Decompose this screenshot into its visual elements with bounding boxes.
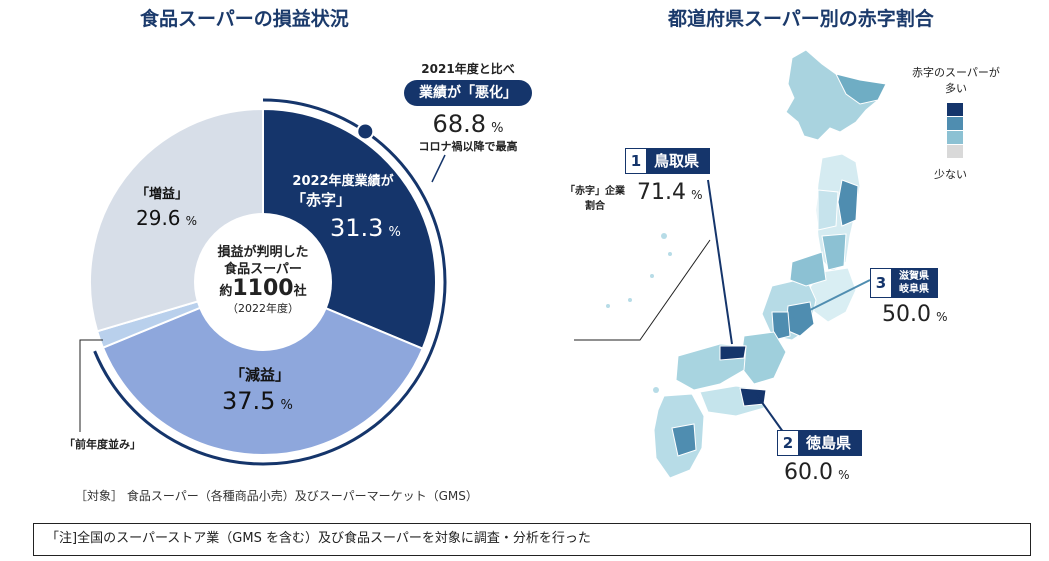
legend-swatch-mid (947, 117, 963, 130)
pie-chart (79, 98, 447, 466)
legend-top: 赤字のスーパーが (912, 66, 1000, 79)
shiga-rank: 3 (871, 269, 891, 297)
tottori-rank: 1 (626, 149, 646, 173)
callout-shiga-gifu: 3 滋賀県 岐阜県 (870, 268, 938, 298)
japan-map (574, 49, 887, 479)
shiga-unit: % (936, 310, 948, 324)
increase-label: 「増益」 (136, 187, 189, 202)
map-island-3 (650, 274, 654, 278)
tokushima-unit: % (838, 468, 850, 482)
map-tottori (719, 345, 747, 361)
footnote-box: 「注]全国のスーパーストア業（GMS を含む）及び食品スーパーを対象に調査・分析… (33, 523, 1031, 556)
flat-leader-line (79, 339, 103, 432)
worsened-arc-dot (356, 122, 375, 141)
tokushima-value: 60.0 (784, 460, 833, 485)
center-unit: 社 (293, 284, 307, 299)
tottori-label: 「赤字」企業 (565, 186, 625, 197)
map-gifu (785, 301, 815, 337)
compare-text: 2021年度と比べ (421, 62, 515, 76)
legend-swatch-high (947, 103, 963, 116)
tokushima-pointer (755, 393, 787, 437)
decrease-label: 「減益」 (230, 366, 291, 384)
callout-tottori: 1 鳥取県 (625, 148, 711, 174)
worsened-unit: % (491, 121, 504, 136)
tokushima-name: 徳島県 (806, 434, 852, 452)
covid-high-text: コロナ禍以降で最高 (418, 140, 518, 153)
map-island-1 (661, 233, 667, 239)
worsened-badge: 業績が「悪化」 (404, 80, 532, 106)
shiga-value: 50.0 (882, 302, 931, 327)
legend-top2: 多い (945, 82, 967, 95)
deficit-label2: 「赤字」 (291, 191, 352, 209)
pie-center-circle (194, 213, 332, 351)
map-island-4 (628, 298, 632, 302)
callout-tokushima: 2 徳島県 (777, 430, 863, 456)
shiga-name: 滋賀県 (899, 271, 929, 282)
shiga-pointer (793, 279, 871, 319)
center-line2: 食品スーパー (224, 262, 302, 277)
gifu-name: 岐阜県 (899, 284, 929, 295)
center-count: 1100 (232, 276, 294, 301)
worsened-value: 68.8 (432, 110, 486, 138)
tottori-unit: % (691, 188, 703, 202)
map-niigata (789, 251, 827, 287)
map-island-2 (668, 252, 672, 256)
tottori-name: 鳥取県 (654, 152, 700, 170)
legend-bottom: 少ない (934, 168, 967, 181)
map-iwate (837, 179, 859, 227)
map-title: 都道府県スーパー別の赤字割合 (668, 8, 934, 30)
arc-callout-line (431, 154, 446, 183)
decrease-unit: % (280, 398, 293, 413)
tottori-value: 71.4 (637, 180, 686, 205)
map-miyagi (821, 233, 847, 271)
worsened-arc (93, 98, 447, 466)
legend-swatch-low (947, 131, 963, 144)
map-island-5 (606, 304, 610, 308)
center-prefix: 約 (219, 284, 233, 299)
tottori-pointer (707, 179, 733, 345)
map-inset-line (574, 239, 711, 341)
deficit-unit: % (388, 225, 401, 240)
map-kinki (739, 331, 787, 385)
legend-swatch-none (947, 145, 963, 158)
map-hokkaido-east (835, 73, 887, 105)
deficit-value: 31.3 (330, 214, 384, 242)
increase-value: 29.6 (136, 206, 181, 230)
map-legend-scale (947, 103, 963, 158)
tokushima-rank: 2 (778, 431, 798, 455)
map-hokkaido (785, 49, 887, 141)
deficit-label: 2022年度業績が (292, 174, 394, 189)
map-akita (817, 189, 839, 231)
flat-label: 「前年度並み」 (64, 438, 141, 451)
decrease-value: 37.5 (222, 387, 276, 415)
tottori-label2: 割合 (585, 201, 605, 212)
map-island-6 (653, 387, 659, 393)
target-note: ［対象］ 食品スーパー（各種商品小売）及びスーパーマーケット（GMS） (75, 489, 478, 503)
map-kumamoto (671, 423, 697, 457)
map-shiga (771, 311, 791, 341)
slice-decrease (101, 280, 424, 456)
increase-unit: % (185, 214, 198, 228)
center-line1: 損益が判明した (217, 245, 309, 260)
center-year: （2022年度） (227, 302, 299, 315)
pie-chart-title: 食品スーパーの損益状況 (140, 8, 349, 30)
